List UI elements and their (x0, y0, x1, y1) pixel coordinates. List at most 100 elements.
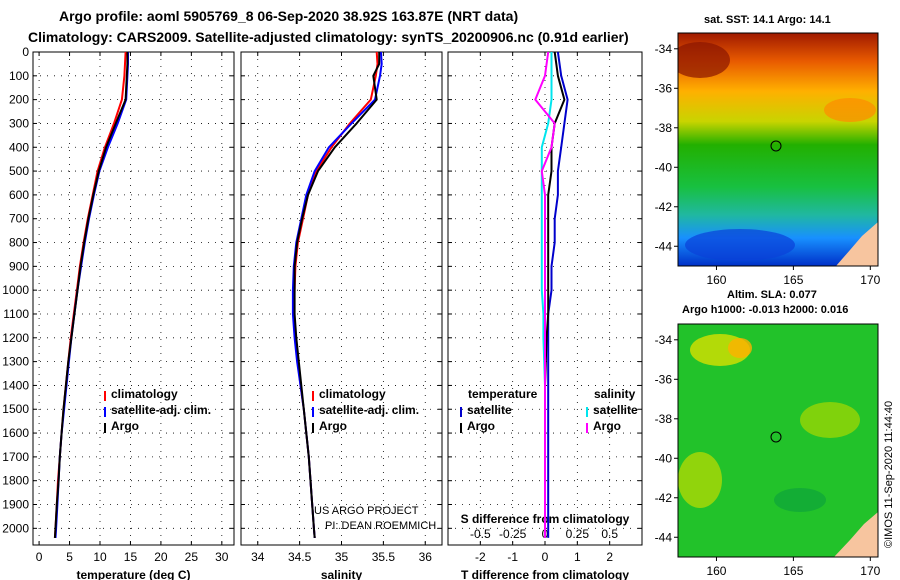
x-tick-label: 20 (154, 550, 168, 564)
legend-header-salinity: salinity (594, 387, 636, 401)
x-tick-label: 25 (185, 550, 199, 564)
x-tick-label: 35 (335, 550, 349, 564)
sst-map-title: sat. SST: 14.1 Argo: 14.1 (704, 14, 831, 26)
legend-header-temperature: temperature (468, 387, 538, 401)
depth-tick-label: 1300 (2, 355, 29, 369)
map-y-tick-label: -42 (655, 491, 673, 505)
map-y-tick-label: -38 (655, 121, 673, 135)
sla-low-patch (774, 488, 826, 512)
x-axis-label: temperature (deg C) (76, 568, 190, 580)
sst-map-axes: 160 165 170 -34 -36 -38 -40 -42 -44 (655, 42, 881, 287)
map-x-tick-label: 170 (860, 273, 880, 287)
x-tick-label: -2 (475, 550, 486, 564)
sla-high-patch-4 (678, 452, 722, 508)
sst-cold-patch (685, 229, 795, 261)
x-tick-label: 30 (215, 550, 229, 564)
depth-tick-label: 1200 (2, 331, 29, 345)
depth-tick-label: 1000 (2, 283, 29, 297)
s-diff-tick-label: -0.5 (470, 527, 491, 541)
x-tick-label: 15 (124, 550, 138, 564)
x-tick-label: 10 (93, 550, 107, 564)
map-x-tick-label: 170 (860, 564, 880, 578)
sla-map-axes: 160 165 170 -34 -36 -38 -40 -42 -44 (655, 333, 881, 578)
series-satellite-adj-clim- (291, 51, 383, 538)
depth-tick-label: 100 (9, 69, 29, 83)
map-y-tick-label: -44 (655, 530, 673, 544)
depth-tick-label: 500 (9, 164, 29, 178)
map-y-tick-label: -34 (655, 42, 673, 56)
depth-tick-label: 1100 (3, 307, 29, 321)
legend-label: Argo (467, 419, 495, 433)
sst-warm-patch-east (824, 98, 876, 122)
sla-high-patch-2 (728, 338, 752, 358)
legend-label: climatology (111, 387, 178, 401)
s-diff-tick-label: -0.25 (499, 527, 527, 541)
x-tick-label: 35.5 (372, 550, 396, 564)
map-x-tick-label: 160 (706, 564, 726, 578)
argo-location-marker (770, 140, 782, 152)
sst-map-frame (677, 32, 879, 267)
map-x-tick-label: 165 (783, 564, 803, 578)
legend-label: satellite (467, 403, 512, 417)
sst-warm-patch (678, 42, 730, 78)
x-tick-label: 34.5 (288, 550, 312, 564)
imos-stamp: ©IMOS 11-Sep-2020 11:44:40 (883, 401, 895, 548)
depth-tick-label: 800 (9, 236, 29, 250)
depth-tick-label: 900 (9, 259, 29, 273)
depth-tick-label: 300 (9, 116, 29, 130)
map-x-tick-label: 165 (783, 273, 803, 287)
legend-label: satellite-adj. clim. (111, 403, 211, 417)
credit-project: US ARGO PROJECT (314, 505, 419, 517)
map-y-tick-label: -38 (655, 412, 673, 426)
depth-tick-label: 1500 (2, 402, 29, 416)
map-y-tick-label: -40 (655, 451, 673, 465)
sla-map (678, 324, 878, 557)
x-tick-label: 5 (66, 550, 73, 564)
x-tick-label: 1 (574, 550, 581, 564)
series-argo (53, 52, 129, 538)
depth-tick-label: 200 (9, 93, 29, 107)
depth-tick-label: 600 (9, 188, 29, 202)
series-temperature-satellite (547, 51, 569, 538)
x-tick-label: -1 (507, 550, 518, 564)
x-axis-label: T difference from climatology (461, 568, 629, 580)
map-y-tick-label: -44 (655, 239, 673, 253)
depth-tick-label: 1900 (2, 498, 29, 512)
legend-label: climatology (319, 387, 386, 401)
series-satellite-adj-clim- (54, 52, 129, 538)
x-tick-label: 0 (36, 550, 43, 564)
depth-tick-label: 1600 (2, 426, 29, 440)
header-line-1: Argo profile: aoml 5905769_8 06-Sep-2020… (59, 8, 518, 24)
depth-tick-label: 400 (9, 140, 29, 154)
panel-frame (32, 51, 235, 546)
legend-label: satellite (593, 403, 638, 417)
salinity-panel: 34 34.5 35 35.5 36 salinity climatology satelli… (240, 51, 443, 580)
sla-map-title: Altim. SLA: 0.077 (727, 289, 817, 301)
s-diff-tick-label: 0.25 (566, 527, 590, 541)
s-diff-tick-label: 0.5 (601, 527, 618, 541)
map-y-tick-label: -34 (655, 333, 673, 347)
map-x-tick-label: 160 (706, 273, 726, 287)
map-y-tick-label: -36 (655, 81, 673, 95)
series-salinity-argo (534, 51, 556, 538)
x-tick-label: 34 (251, 550, 265, 564)
sla-map-subtitle: Argo h1000: -0.013 h2000: 0.016 (682, 304, 848, 316)
sla-land (834, 512, 878, 557)
depth-tick-label: 1700 (2, 450, 29, 464)
sst-land (836, 222, 878, 266)
credit-pi: PI: DEAN ROEMMICH (325, 520, 436, 532)
argo-location-marker (770, 431, 782, 443)
x-tick-label: 0 (542, 550, 549, 564)
map-y-tick-label: -36 (655, 372, 673, 386)
series-argo (293, 52, 381, 538)
map-y-tick-label: -40 (655, 160, 673, 174)
series-climatology (292, 51, 379, 538)
legend-label: Argo (319, 419, 347, 433)
x-tick-label: 36 (419, 550, 433, 564)
legend-label: Argo (111, 419, 139, 433)
x-tick-label: 2 (606, 550, 613, 564)
depth-tick-label: 700 (9, 212, 29, 226)
legend-label: satellite-adj. clim. (319, 403, 419, 417)
